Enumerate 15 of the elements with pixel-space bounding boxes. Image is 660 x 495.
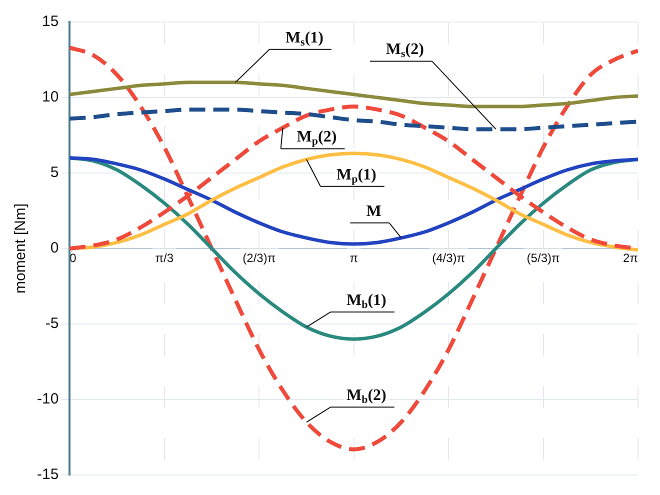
y-tick-label: -5 xyxy=(45,315,59,332)
x-tick-label: (4/3)π xyxy=(432,251,466,266)
y-tick-label: 10 xyxy=(42,88,59,106)
y-axis-title: moment [Nm] xyxy=(12,203,30,294)
x-tick-label: 2π xyxy=(623,251,638,266)
y-tick-label: 15 xyxy=(42,13,59,30)
line-series xyxy=(70,108,638,132)
x-tick-label: (5/3)π xyxy=(526,251,560,266)
y-tick-label: -15 xyxy=(36,466,59,484)
x-tick-label: π xyxy=(350,251,358,266)
y-tick-label: 5 xyxy=(50,164,59,182)
series-label: M xyxy=(366,202,382,220)
x-tick-label: (2/3)π xyxy=(242,251,276,266)
x-tick-label: π/3 xyxy=(155,251,174,266)
y-tick-label: -10 xyxy=(36,390,59,408)
